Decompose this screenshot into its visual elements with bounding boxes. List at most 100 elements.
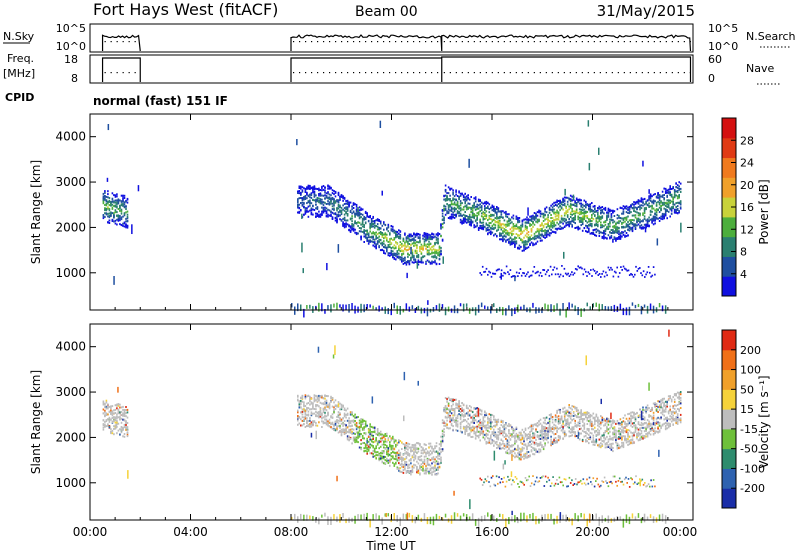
range-cell	[520, 224, 522, 227]
range-cell	[585, 206, 587, 209]
range-cell	[398, 468, 400, 471]
range-cell	[612, 209, 614, 212]
range-cell	[527, 236, 530, 239]
range-cell	[453, 198, 456, 201]
range-cell	[622, 219, 625, 221]
range-cell	[411, 471, 414, 474]
range-cell	[407, 234, 409, 237]
range-cell	[624, 226, 626, 229]
range-cell	[474, 205, 477, 208]
range-cell	[126, 197, 129, 200]
range-cell	[346, 437, 349, 440]
range-cell	[572, 212, 575, 215]
range-cell	[340, 194, 343, 197]
range-cell	[396, 235, 399, 238]
range-cell	[363, 235, 365, 238]
range-cell	[597, 213, 599, 216]
range-cell	[642, 220, 644, 223]
range-cell	[393, 463, 396, 466]
range-cell	[410, 473, 412, 476]
range-cell	[586, 226, 589, 229]
range-cell	[497, 217, 500, 220]
range-cell	[401, 460, 403, 463]
range-cell	[588, 272, 591, 275]
range-cell	[407, 261, 409, 264]
range-cell	[399, 454, 402, 457]
range-cell	[357, 225, 359, 227]
range-cell	[383, 455, 385, 458]
range-cell	[571, 199, 573, 202]
range-cell	[450, 203, 453, 206]
range-cell	[413, 241, 415, 244]
range-cell	[358, 212, 361, 215]
range-cell	[410, 238, 412, 241]
nave-dot	[527, 72, 529, 74]
range-cell	[568, 225, 570, 228]
range-cell	[574, 218, 576, 221]
range-cell	[104, 425, 106, 428]
range-cell	[304, 397, 307, 400]
range-cell	[386, 453, 388, 456]
range-cell	[102, 426, 105, 429]
range-cell	[348, 229, 350, 232]
range-cell	[408, 459, 411, 462]
range-cell	[408, 247, 411, 250]
nave-dot	[593, 72, 595, 74]
range-cell	[107, 196, 109, 199]
range-cell	[458, 196, 460, 199]
range-cell	[571, 225, 573, 228]
range-cell	[389, 461, 391, 464]
range-cell	[530, 220, 533, 222]
range-cell	[379, 430, 382, 433]
range-cell	[104, 195, 106, 197]
range-cell	[333, 208, 335, 211]
range-cell	[116, 404, 118, 407]
nave-dot	[545, 72, 547, 74]
range-cell	[302, 268, 304, 274]
range-cell	[420, 261, 423, 264]
range-cell	[309, 425, 311, 428]
range-cell	[471, 214, 474, 217]
range-cell	[376, 242, 379, 245]
range-cell	[476, 224, 478, 227]
range-cell	[319, 194, 322, 197]
nave-dot	[359, 72, 361, 74]
range-cell	[328, 203, 331, 206]
nsearch-dot	[545, 41, 547, 43]
range-cell	[401, 250, 403, 253]
range-cell	[464, 198, 466, 201]
range-cell	[404, 465, 406, 468]
range-cell	[363, 226, 365, 229]
range-cell	[458, 207, 460, 210]
range-cell	[648, 197, 650, 200]
range-cell	[505, 226, 507, 228]
nsearch-dot	[665, 41, 667, 43]
range-cell	[334, 423, 337, 426]
range-cell	[117, 409, 120, 412]
range-cell	[334, 422, 337, 425]
range-cell	[673, 193, 676, 196]
range-cell	[393, 257, 396, 260]
range-cell	[637, 217, 640, 220]
range-cell	[309, 417, 311, 420]
range-cell	[358, 433, 361, 436]
range-cell	[435, 257, 438, 260]
range-cell	[363, 215, 365, 218]
range-cell	[637, 223, 640, 226]
range-cell	[440, 253, 442, 256]
range-cell	[661, 202, 664, 205]
nave-dot	[389, 72, 391, 74]
range-cell	[462, 221, 465, 224]
range-cell	[485, 207, 488, 209]
range-cell	[467, 207, 469, 210]
range-cell	[652, 266, 655, 268]
range-cell	[673, 196, 676, 199]
range-cell	[316, 415, 319, 418]
range-cell	[310, 186, 313, 189]
range-cell	[426, 249, 429, 252]
range-cell	[372, 435, 374, 438]
range-cell	[618, 220, 620, 223]
range-cell	[414, 251, 417, 254]
range-cell	[652, 215, 655, 218]
range-cell	[297, 416, 299, 419]
